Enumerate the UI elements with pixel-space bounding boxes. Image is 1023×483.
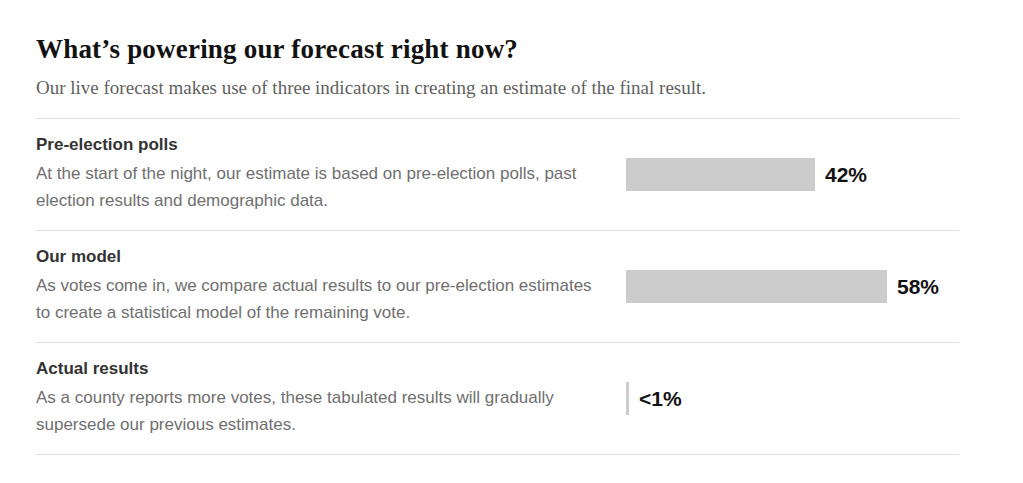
indicator-description: As a county reports more votes, these ta… [36, 384, 596, 438]
indicator-bar [626, 158, 815, 191]
indicator-text-block: Our model As votes come in, we compare a… [36, 247, 596, 326]
indicator-label: Actual results [36, 359, 596, 379]
indicator-text-block: Actual results As a county reports more … [36, 359, 596, 438]
indicator-bar-group: 58% [626, 270, 959, 303]
indicator-row-actual-results: Actual results As a county reports more … [36, 342, 959, 454]
indicator-value-label: <1% [639, 387, 682, 411]
page-title: What’s powering our forecast right now? [36, 32, 959, 66]
indicator-row-pre-election-polls: Pre-election polls At the start of the n… [36, 118, 959, 230]
page-subtitle: Our live forecast makes use of three ind… [36, 76, 959, 100]
indicator-row-our-model: Our model As votes come in, we compare a… [36, 230, 959, 342]
indicator-description: At the start of the night, our estimate … [36, 160, 596, 214]
indicator-list: Pre-election polls At the start of the n… [36, 118, 959, 455]
indicator-description: As votes come in, we compare actual resu… [36, 272, 596, 326]
forecast-indicators-module: What’s powering our forecast right now? … [36, 0, 959, 455]
indicator-label: Pre-election polls [36, 135, 596, 155]
indicator-text-block: Pre-election polls At the start of the n… [36, 135, 596, 214]
indicator-label: Our model [36, 247, 596, 267]
indicator-bar-group: <1% [626, 382, 959, 415]
indicator-value-label: 42% [825, 163, 867, 187]
indicator-bar [626, 270, 887, 303]
indicator-value-label: 58% [897, 275, 939, 299]
indicator-bar-group: 42% [626, 158, 959, 191]
indicator-bar [626, 382, 629, 415]
